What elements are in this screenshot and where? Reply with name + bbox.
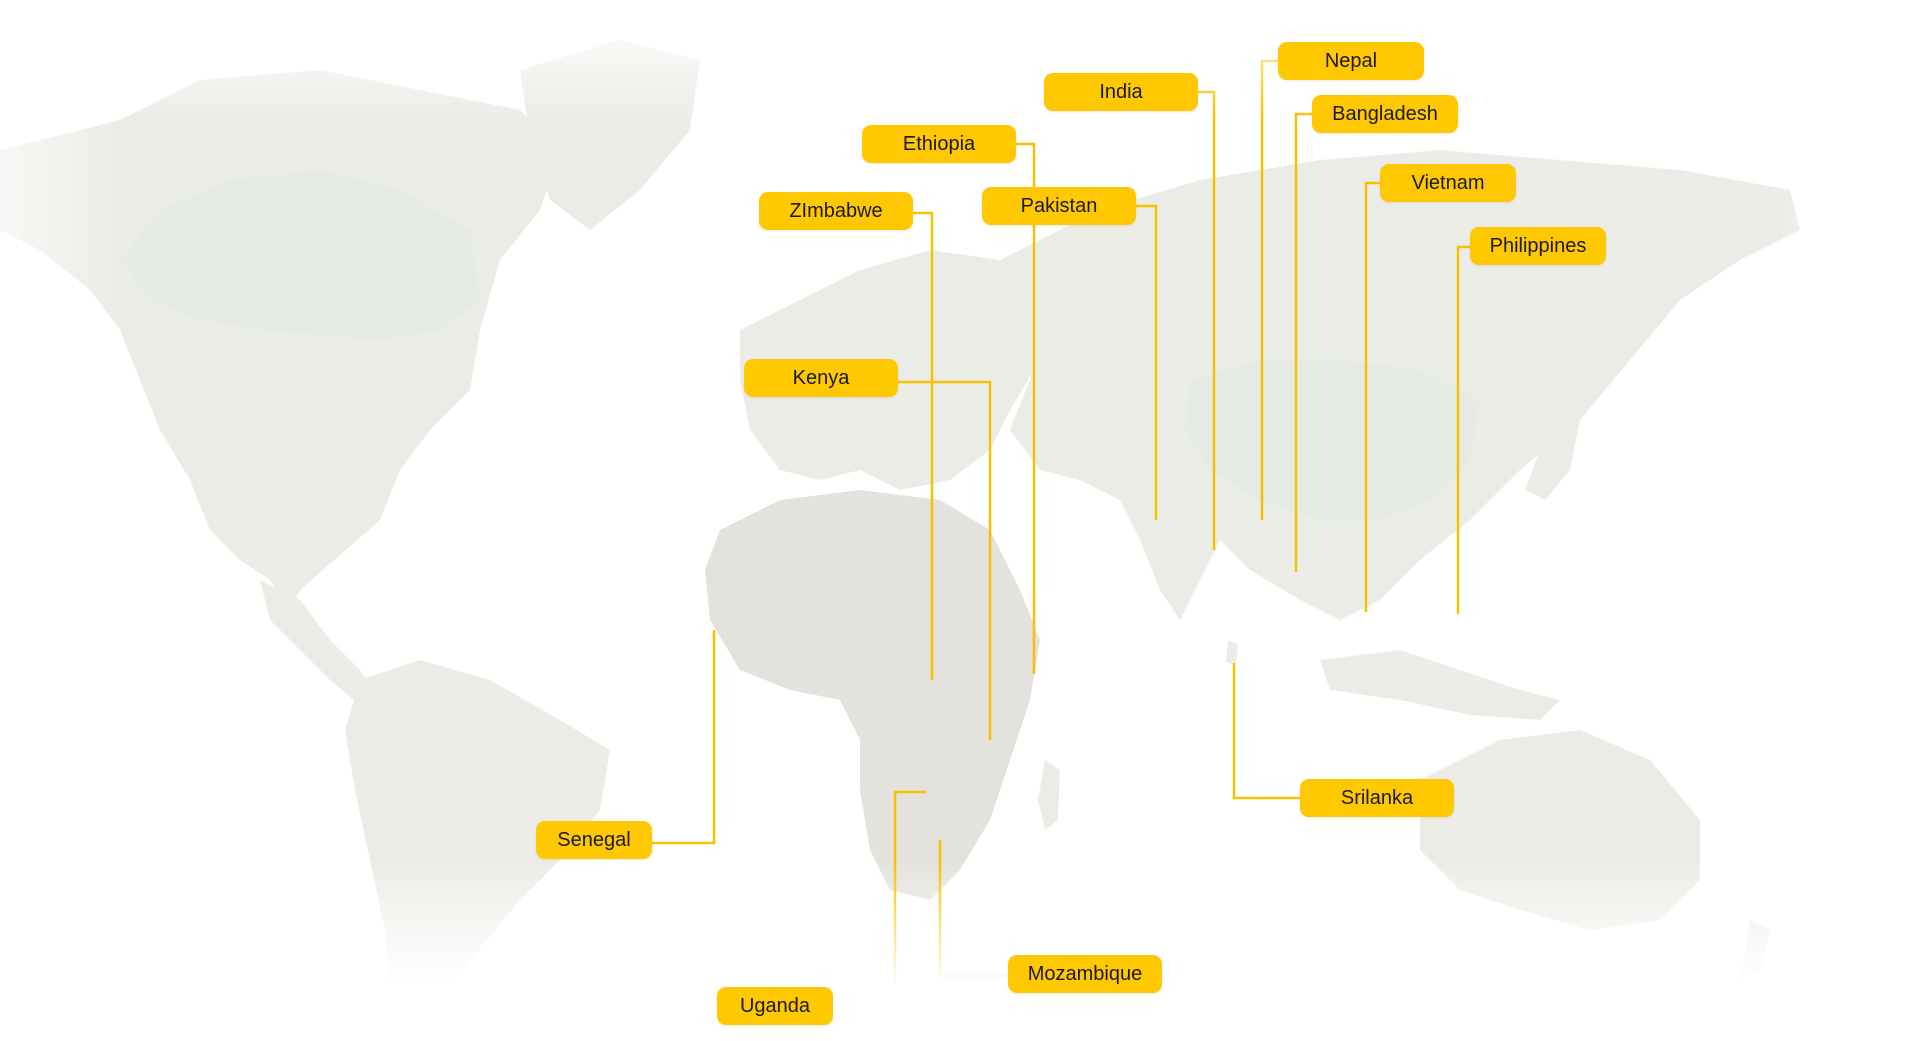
landmass-japan [1525, 400, 1580, 500]
landmass-madagascar [1038, 760, 1060, 830]
landmass-central-america [260, 580, 380, 705]
label-srilanka[interactable]: Srilanka [1300, 779, 1454, 817]
leader-line-kenya [898, 380, 992, 740]
leader-line-zimbabwe [913, 211, 934, 680]
landmass-sri-lanka [1226, 640, 1238, 665]
label-india[interactable]: India [1044, 73, 1198, 111]
label-kenya[interactable]: Kenya [744, 359, 898, 397]
landmass-australia [1420, 730, 1700, 930]
label-uganda[interactable]: Uganda [717, 987, 833, 1025]
label-pakistan[interactable]: Pakistan [982, 187, 1136, 225]
label-nepal[interactable]: Nepal [1278, 42, 1424, 80]
label-zimbabwe[interactable]: ZImbabwe [759, 192, 913, 230]
leader-line-ethiopia [1016, 142, 1036, 674]
landmass-greenland [520, 40, 700, 230]
label-philippines[interactable]: Philippines [1470, 227, 1606, 265]
landmass-new-zealand [1740, 920, 1770, 980]
leader-line-philippines [1456, 245, 1470, 614]
label-vietnam[interactable]: Vietnam [1380, 164, 1516, 202]
leader-line-vietnam [1364, 181, 1380, 612]
landmass-north-america [0, 70, 560, 610]
leader-line-srilanka [1232, 663, 1300, 800]
landmass-canada [120, 170, 480, 340]
landmass-china [1185, 360, 1480, 520]
landmass-indonesia [1320, 650, 1560, 720]
label-mozambique[interactable]: Mozambique [1008, 955, 1162, 993]
landmass-africa [705, 490, 1040, 900]
label-senegal[interactable]: Senegal [536, 821, 652, 859]
leader-line-pakistan [1136, 204, 1158, 520]
leader-line-senegal [652, 630, 716, 845]
label-bangladesh[interactable]: Bangladesh [1312, 95, 1458, 133]
label-ethiopia[interactable]: Ethiopia [862, 125, 1016, 163]
